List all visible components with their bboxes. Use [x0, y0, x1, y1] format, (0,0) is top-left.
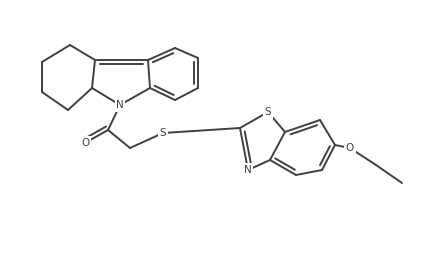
Text: S: S: [265, 107, 271, 117]
Text: O: O: [346, 143, 354, 153]
Text: N: N: [244, 165, 252, 175]
Text: N: N: [116, 100, 124, 110]
Text: S: S: [160, 128, 166, 138]
Text: O: O: [81, 138, 89, 148]
